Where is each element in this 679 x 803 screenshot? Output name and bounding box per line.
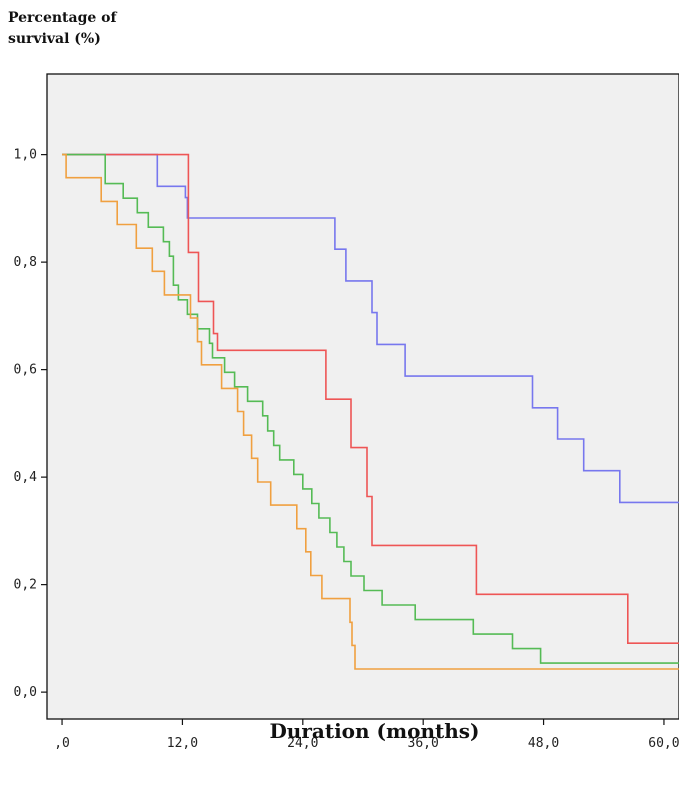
y-tick-label: 0,0	[14, 685, 37, 700]
y-tick-label: 0,4	[14, 470, 38, 485]
y-tick-label: 1,0	[14, 148, 37, 163]
ticks-layer: ,0 12,0 24,0 36,0 48,0 60,0 0,0 0,2 0,4 0,6 0,8 1,0	[14, 148, 679, 751]
plot-area	[46, 73, 679, 720]
y-tick-label: 0,6	[14, 363, 37, 378]
x-tick-label: 48,0	[528, 736, 559, 751]
x-tick-label: ,0	[54, 736, 70, 751]
series-layer	[62, 153, 679, 670]
y-axis-label: Percentage of survival (%)	[8, 10, 117, 47]
x-axis-label: Duration (months)	[269, 719, 480, 743]
x-tick-label: 36,0	[408, 736, 439, 751]
survival-curve-1	[62, 153, 679, 504]
survival-curve-4	[62, 153, 679, 670]
x-tick-label: 24,0	[287, 736, 318, 751]
survival-curve-3	[62, 153, 679, 664]
x-tick-label: 12,0	[167, 736, 198, 751]
y-tick-label: 0,2	[14, 578, 37, 593]
x-tick-label: 60,0	[648, 736, 679, 751]
y-tick-label: 0,8	[14, 255, 37, 270]
survival-curve-2	[62, 153, 679, 644]
